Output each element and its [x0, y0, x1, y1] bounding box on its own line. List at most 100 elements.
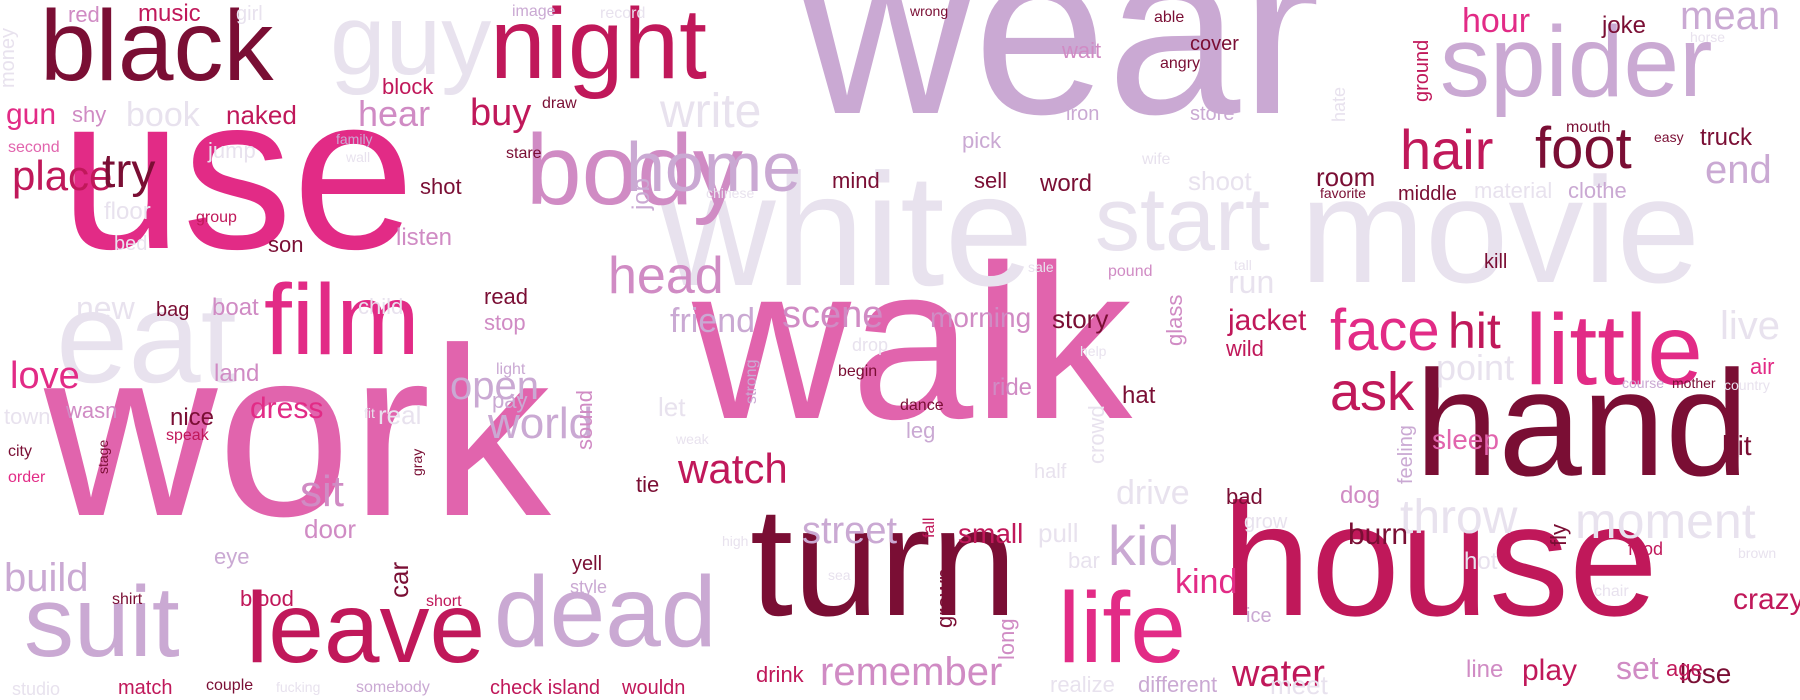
word: run: [1228, 264, 1275, 300]
word: middle: [1398, 183, 1457, 205]
word: dance: [900, 397, 944, 414]
word: white: [660, 140, 1034, 319]
word: hit: [1448, 303, 1501, 359]
word: ground: [1411, 39, 1433, 102]
word: shy: [72, 102, 107, 127]
word: home: [626, 128, 802, 206]
word: ride: [992, 374, 1033, 401]
word: buy: [470, 92, 532, 134]
word: hand: [1415, 339, 1749, 507]
word: story: [1052, 304, 1109, 334]
word: cover: [1190, 33, 1239, 55]
word: truck: [1700, 124, 1753, 151]
word: remember: [820, 650, 1003, 694]
word: new: [76, 290, 135, 326]
word: wasn: [66, 398, 118, 423]
word: sale: [1028, 259, 1054, 275]
word: drive: [1116, 474, 1190, 512]
word: mother: [1672, 375, 1716, 391]
word: room: [1316, 162, 1376, 192]
word: face: [1330, 298, 1440, 363]
word: eat: [56, 264, 237, 410]
word: fucking: [276, 679, 321, 695]
word: little: [1525, 294, 1703, 406]
word: wild: [1226, 336, 1264, 361]
word: sound: [572, 390, 597, 450]
word: drop: [852, 335, 889, 355]
word: pull: [1038, 518, 1079, 548]
word: nice: [170, 404, 215, 431]
word: fit: [364, 405, 375, 421]
word: long: [994, 618, 1019, 660]
word: glass: [1162, 294, 1187, 346]
word: bag: [156, 299, 190, 321]
word: realize: [1050, 672, 1115, 697]
word: land: [214, 360, 260, 387]
word: chair: [1594, 583, 1629, 600]
word: love: [10, 355, 80, 397]
word: horse: [1690, 29, 1726, 45]
word: movie: [1300, 146, 1701, 314]
word: shirt: [112, 591, 143, 608]
word: feeling: [1395, 425, 1417, 484]
word: eye: [214, 544, 250, 569]
word: boat: [212, 294, 259, 321]
word: real: [378, 400, 422, 430]
word: kill: [1484, 251, 1508, 273]
word: pay: [492, 388, 528, 413]
word: hear: [358, 93, 431, 134]
word: film: [264, 264, 420, 376]
word: block: [382, 74, 434, 99]
word: style: [570, 577, 608, 597]
word: job: [628, 177, 655, 210]
word: write: [660, 85, 762, 138]
word: angry: [1160, 55, 1201, 72]
word: end: [1705, 148, 1772, 192]
word: lose: [1680, 658, 1732, 689]
word: country: [1724, 377, 1770, 393]
word: crazy: [1733, 583, 1800, 616]
word: burn: [1348, 518, 1409, 551]
word: able: [1154, 9, 1185, 26]
word: water: [1232, 653, 1325, 695]
word: dog: [1340, 482, 1381, 509]
word: brown: [1738, 545, 1777, 561]
word: fall: [921, 517, 938, 538]
word: black: [40, 0, 274, 102]
word: food: [1628, 539, 1664, 559]
word: check island: [490, 677, 601, 699]
word: wouldn: [622, 677, 686, 699]
word: gray: [409, 448, 425, 476]
word: dress: [250, 392, 324, 425]
word: car: [384, 561, 414, 598]
word: town: [4, 404, 51, 429]
word: second: [8, 139, 60, 156]
word: bar: [1068, 548, 1100, 573]
word: jacket: [1228, 304, 1307, 337]
word: bed: [114, 233, 148, 255]
word: stare: [506, 145, 542, 162]
word: life: [1058, 572, 1186, 684]
word: naked: [226, 100, 297, 130]
word: kid: [1108, 514, 1180, 577]
word: house: [1222, 470, 1658, 649]
word: jump: [208, 138, 256, 163]
word: line: [1466, 656, 1504, 683]
word: mind: [832, 168, 880, 193]
word: child: [358, 294, 404, 319]
word: tall: [1234, 257, 1252, 273]
word: hate: [1329, 86, 1349, 122]
word: group: [196, 209, 237, 226]
word: joke: [1602, 12, 1647, 39]
word: drink: [756, 662, 804, 687]
word: leg: [906, 418, 936, 443]
word: mouth: [1566, 119, 1611, 136]
word: small: [958, 518, 1024, 549]
word: place: [12, 152, 113, 199]
word: work: [44, 298, 551, 566]
word: foot: [1535, 116, 1632, 181]
word: studio: [12, 679, 61, 699]
word: favorite: [1320, 185, 1366, 201]
word: turn: [750, 475, 1018, 648]
